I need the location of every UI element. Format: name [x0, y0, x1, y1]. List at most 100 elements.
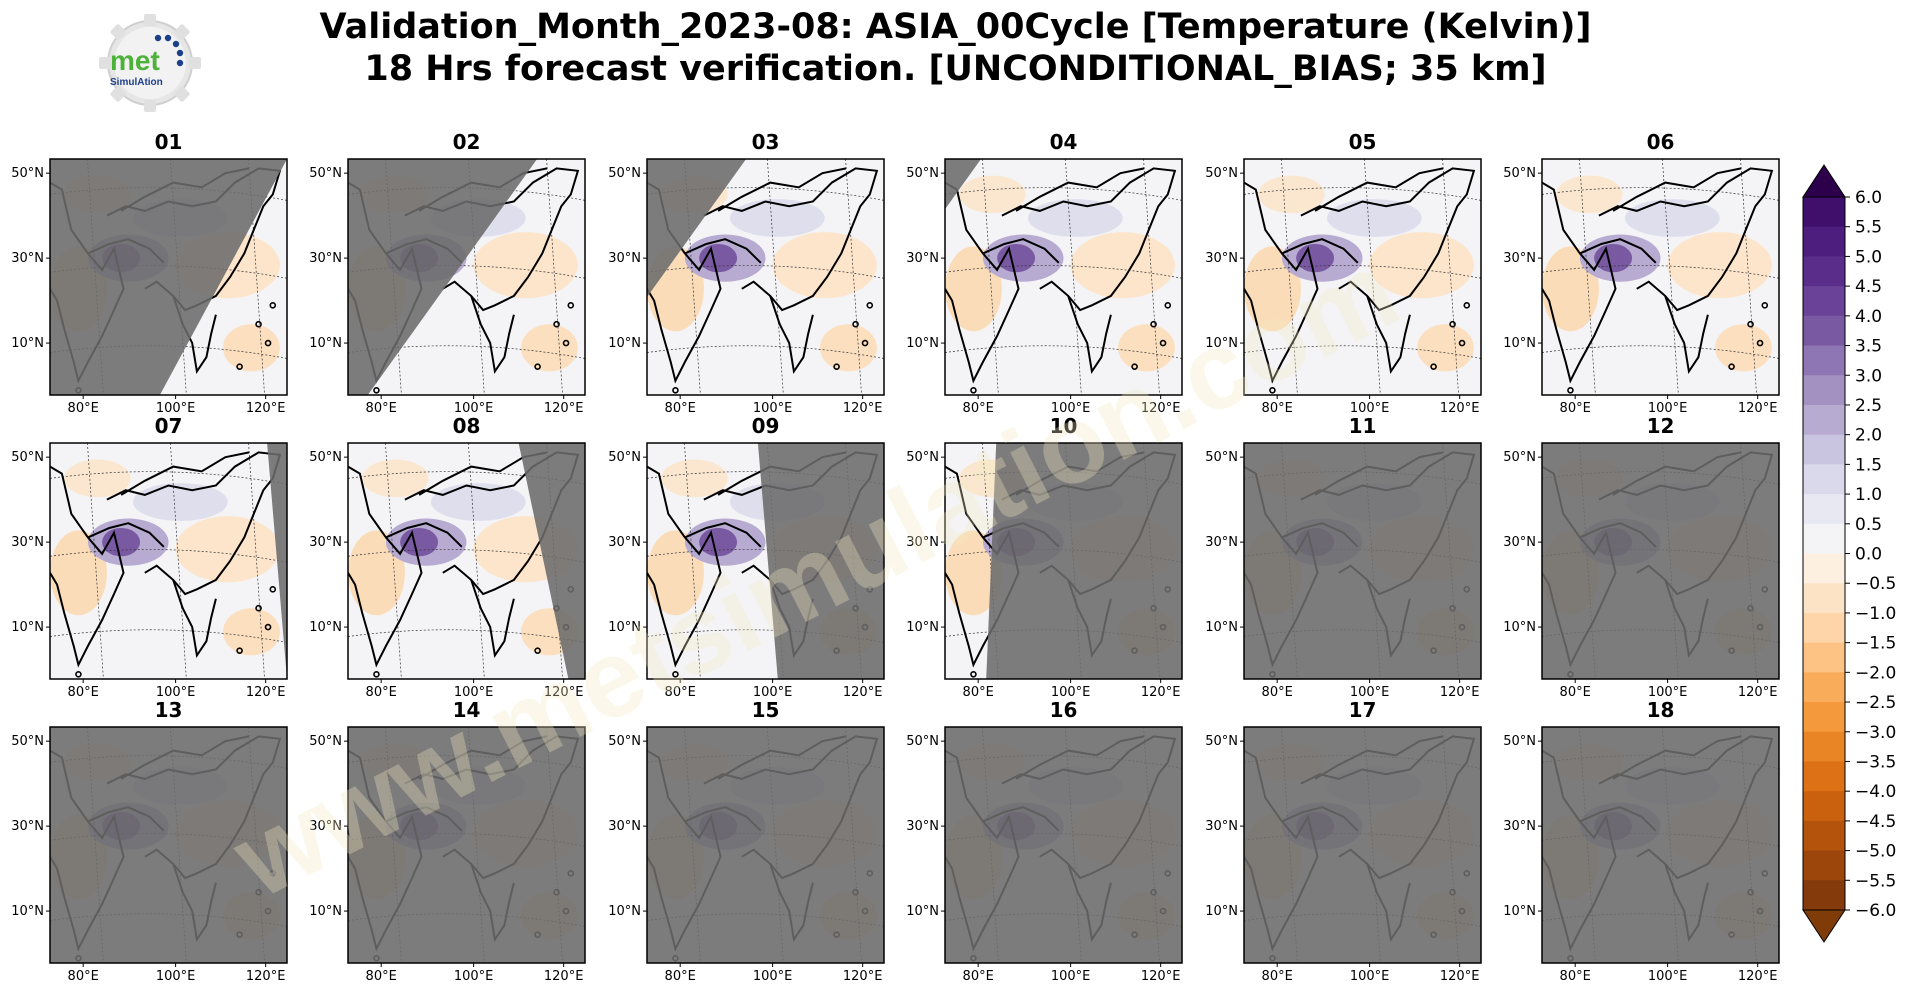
lon-tick-label: 120°E — [1738, 685, 1778, 700]
colorbar-tick-label: 3.0 — [1855, 366, 1882, 386]
panel-title: 16 — [1050, 698, 1078, 722]
panel-01: 01 50°N 30°N 10°N 80°E 100°E 120°E — [11, 130, 288, 416]
lon-tick-label: 80°E — [963, 401, 994, 416]
lat-tick-label: 30°N — [906, 819, 939, 834]
panel-title: 04 — [1050, 130, 1078, 154]
panel-frame — [347, 158, 586, 396]
panel-title: 10 — [1050, 414, 1078, 438]
lon-tick-label: 100°E — [454, 969, 494, 984]
colorbar-tick-label: −3.0 — [1855, 723, 1896, 743]
colorbar-segment — [1803, 464, 1845, 495]
colorbar-tick-label: −1.5 — [1855, 634, 1896, 654]
panel-08: 08 50°N 30°N 10°N 80°E 100°E 120°E — [309, 414, 586, 700]
missing-data-mask — [945, 727, 1182, 963]
panel-13: 13 50°N 30°N 10°N 80°E 100°E 120°E — [11, 698, 288, 984]
lon-tick-label: 100°E — [1350, 685, 1390, 700]
lon-tick-label: 100°E — [454, 685, 494, 700]
panel-title: 05 — [1349, 130, 1377, 154]
colorbar-tick-label: −5.5 — [1855, 871, 1896, 891]
lat-tick-label: 50°N — [309, 734, 342, 749]
lat-tick-label: 30°N — [309, 251, 342, 266]
lon-tick-label: 80°E — [68, 969, 99, 984]
colorbar-tick-label: 4.5 — [1855, 277, 1882, 297]
lat-tick-label: 30°N — [11, 819, 44, 834]
panel-title: 15 — [752, 698, 780, 722]
lat-tick-label: 10°N — [906, 904, 939, 919]
panel-frame — [1243, 158, 1482, 396]
lat-tick-label: 30°N — [1503, 251, 1536, 266]
missing-data-mask — [267, 443, 287, 679]
lat-tick-label: 10°N — [11, 904, 44, 919]
lat-tick-label: 30°N — [11, 535, 44, 550]
lon-tick-label: 80°E — [1560, 969, 1591, 984]
panel-frame — [1541, 726, 1780, 964]
colorbar-segment — [1803, 820, 1845, 852]
colorbar-tick-label: 4.0 — [1855, 307, 1882, 327]
colorbar-tick-label: −2.5 — [1855, 693, 1896, 713]
colorbar-extend-min — [1802, 909, 1846, 943]
title-line-2: 18 Hrs forecast verification. [UNCONDITI… — [364, 49, 1547, 89]
colorbar-tick-label: 5.0 — [1855, 247, 1882, 267]
lat-tick-label: 10°N — [11, 620, 44, 635]
panel-title: 06 — [1647, 130, 1675, 154]
lat-tick-label: 10°N — [1503, 620, 1536, 635]
lat-tick-label: 30°N — [1503, 819, 1536, 834]
colorbar-tick-label: 0.5 — [1855, 515, 1882, 535]
lat-tick-label: 30°N — [309, 819, 342, 834]
colorbar-tick-label: 2.5 — [1855, 396, 1882, 416]
lat-tick-label: 50°N — [309, 166, 342, 181]
lon-tick-label: 100°E — [1648, 685, 1688, 700]
lon-tick-label: 80°E — [665, 401, 696, 416]
lat-tick-label: 50°N — [906, 166, 939, 181]
lon-tick-label: 120°E — [246, 401, 286, 416]
lat-tick-label: 50°N — [1205, 734, 1238, 749]
colorbar-tick-label: 3.5 — [1855, 337, 1882, 357]
logo-subtext: SimulAtion — [110, 77, 163, 88]
panel-10: 10 50°N 30°N 10°N 80°E 100°E 120°E — [906, 414, 1183, 700]
panel-18: 18 50°N 30°N 10°N 80°E 100°E 120°E — [1503, 698, 1780, 984]
lat-tick-label: 50°N — [1503, 734, 1536, 749]
missing-data-mask — [518, 443, 585, 679]
colorbar-segment — [1803, 702, 1845, 733]
lat-tick-label: 30°N — [608, 535, 641, 550]
panel-title: 03 — [752, 130, 780, 154]
lon-tick-label: 100°E — [753, 401, 793, 416]
colorbar-segment — [1803, 761, 1845, 792]
lon-tick-label: 120°E — [1141, 969, 1181, 984]
missing-data-mask — [757, 443, 884, 679]
lat-tick-label: 10°N — [309, 620, 342, 635]
lat-tick-label: 10°N — [11, 336, 44, 351]
lat-tick-label: 50°N — [11, 166, 44, 181]
lat-tick-label: 50°N — [1205, 166, 1238, 181]
lon-tick-label: 120°E — [544, 401, 584, 416]
lat-tick-label: 10°N — [608, 904, 641, 919]
panel-title: 12 — [1647, 414, 1675, 438]
lat-tick-label: 30°N — [1205, 535, 1238, 550]
missing-data-mask — [986, 443, 1182, 679]
lon-tick-label: 100°E — [1051, 969, 1091, 984]
missing-data-mask — [1542, 443, 1779, 679]
panel-frame — [646, 158, 885, 396]
colorbar-tick-label: −4.5 — [1855, 812, 1896, 832]
gear-icon — [99, 14, 201, 112]
lat-tick-label: 30°N — [608, 819, 641, 834]
panel-09: 09 50°N 30°N 10°N 80°E 100°E 120°E — [608, 414, 885, 700]
colorbar-tick-label: −1.0 — [1855, 604, 1896, 624]
missing-data-mask — [647, 159, 747, 298]
lat-tick-label: 30°N — [1503, 535, 1536, 550]
lon-tick-label: 100°E — [156, 401, 196, 416]
lon-tick-label: 120°E — [843, 685, 883, 700]
panel-frame — [1541, 442, 1780, 680]
colorbar-segment — [1803, 434, 1845, 465]
colorbar-tick-label: −0.5 — [1855, 574, 1896, 594]
lat-tick-label: 30°N — [309, 535, 342, 550]
missing-data-mask — [50, 159, 287, 395]
lon-tick-label: 80°E — [1262, 969, 1293, 984]
lat-tick-label: 10°N — [906, 336, 939, 351]
panel-frame — [944, 442, 1183, 680]
panel-14: 14 50°N 30°N 10°N 80°E 100°E 120°E — [309, 698, 586, 984]
lat-tick-label: 10°N — [608, 620, 641, 635]
missing-data-mask — [348, 727, 585, 963]
colorbar-extend-max — [1802, 164, 1846, 198]
panel-11: 11 50°N 30°N 10°N 80°E 100°E 120°E — [1205, 414, 1482, 700]
